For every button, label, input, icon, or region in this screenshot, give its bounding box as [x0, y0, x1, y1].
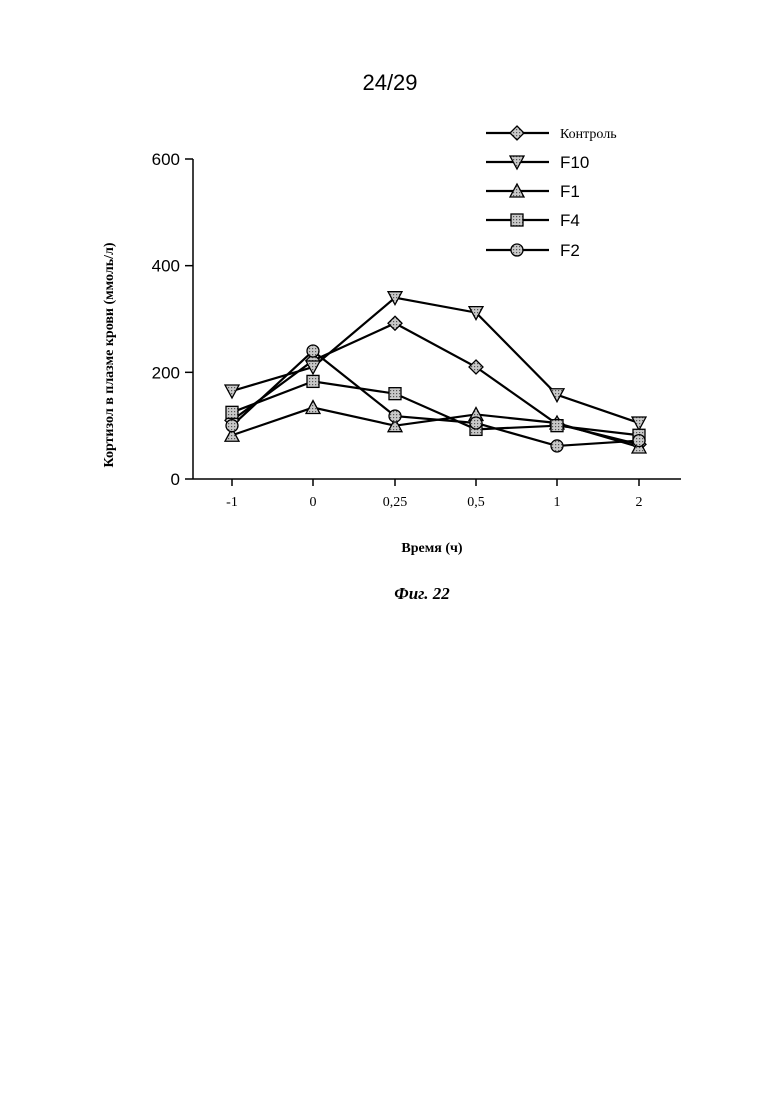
legend-label: F1 — [560, 182, 580, 201]
series-line-1 — [232, 298, 639, 423]
series-line-3 — [232, 381, 639, 435]
data-point-4-5 — [633, 435, 645, 447]
legend-marker — [510, 126, 524, 140]
x-tick-label: 0 — [310, 495, 317, 510]
x-tick-label: -1 — [226, 495, 238, 510]
series-line-0 — [232, 323, 639, 444]
data-point-3-1 — [307, 375, 319, 387]
legend-marker — [511, 244, 523, 256]
legend-label: F4 — [560, 211, 580, 230]
data-point-2-1 — [306, 401, 320, 414]
y-ticks: 0 200 400 600 — [152, 150, 193, 489]
data-point-0-2 — [388, 316, 402, 330]
data-point-3-0 — [226, 406, 238, 418]
series-lines — [232, 298, 639, 447]
x-tick-label: 2 — [636, 495, 643, 510]
y-tick-label: 600 — [152, 150, 180, 169]
x-ticks: -1 0 0,25 0,5 1 2 — [226, 479, 642, 510]
legend-label: Контроль — [560, 127, 617, 142]
y-tick-label: 400 — [152, 257, 180, 276]
figure-caption: Фиг. 22 — [0, 584, 780, 604]
y-axis-title: Кортизол в плазме крови (ммоль/л) — [102, 242, 117, 467]
data-point-1-0 — [225, 385, 239, 398]
x-axis-title: Время (ч) — [401, 541, 463, 556]
data-point-4-0 — [226, 420, 238, 432]
y-tick-label: 0 — [171, 470, 180, 489]
legend-label: F2 — [560, 241, 580, 260]
chart: 0 200 400 600 -1 0 0,25 0,5 1 2 Контроль F10 F1 F4 F… — [0, 0, 780, 620]
data-point-1-4 — [550, 389, 564, 402]
x-tick-label: 1 — [554, 495, 561, 510]
data-point-4-4 — [551, 440, 563, 452]
data-point-0-3 — [469, 360, 483, 374]
legend-marker — [511, 214, 523, 226]
x-tick-label: 0,5 — [467, 495, 485, 510]
data-point-3-2 — [389, 388, 401, 400]
x-tick-label: 0,25 — [383, 495, 408, 510]
data-point-4-2 — [389, 410, 401, 422]
data-point-4-3 — [470, 417, 482, 429]
data-point-1-5 — [632, 417, 646, 430]
data-point-4-1 — [307, 345, 319, 357]
y-tick-label: 200 — [152, 363, 180, 382]
legend: Контроль F10 F1 F4 F2 — [486, 126, 617, 260]
data-point-3-4 — [551, 420, 563, 432]
series-line-4 — [232, 351, 639, 446]
legend-label: F10 — [560, 153, 589, 172]
